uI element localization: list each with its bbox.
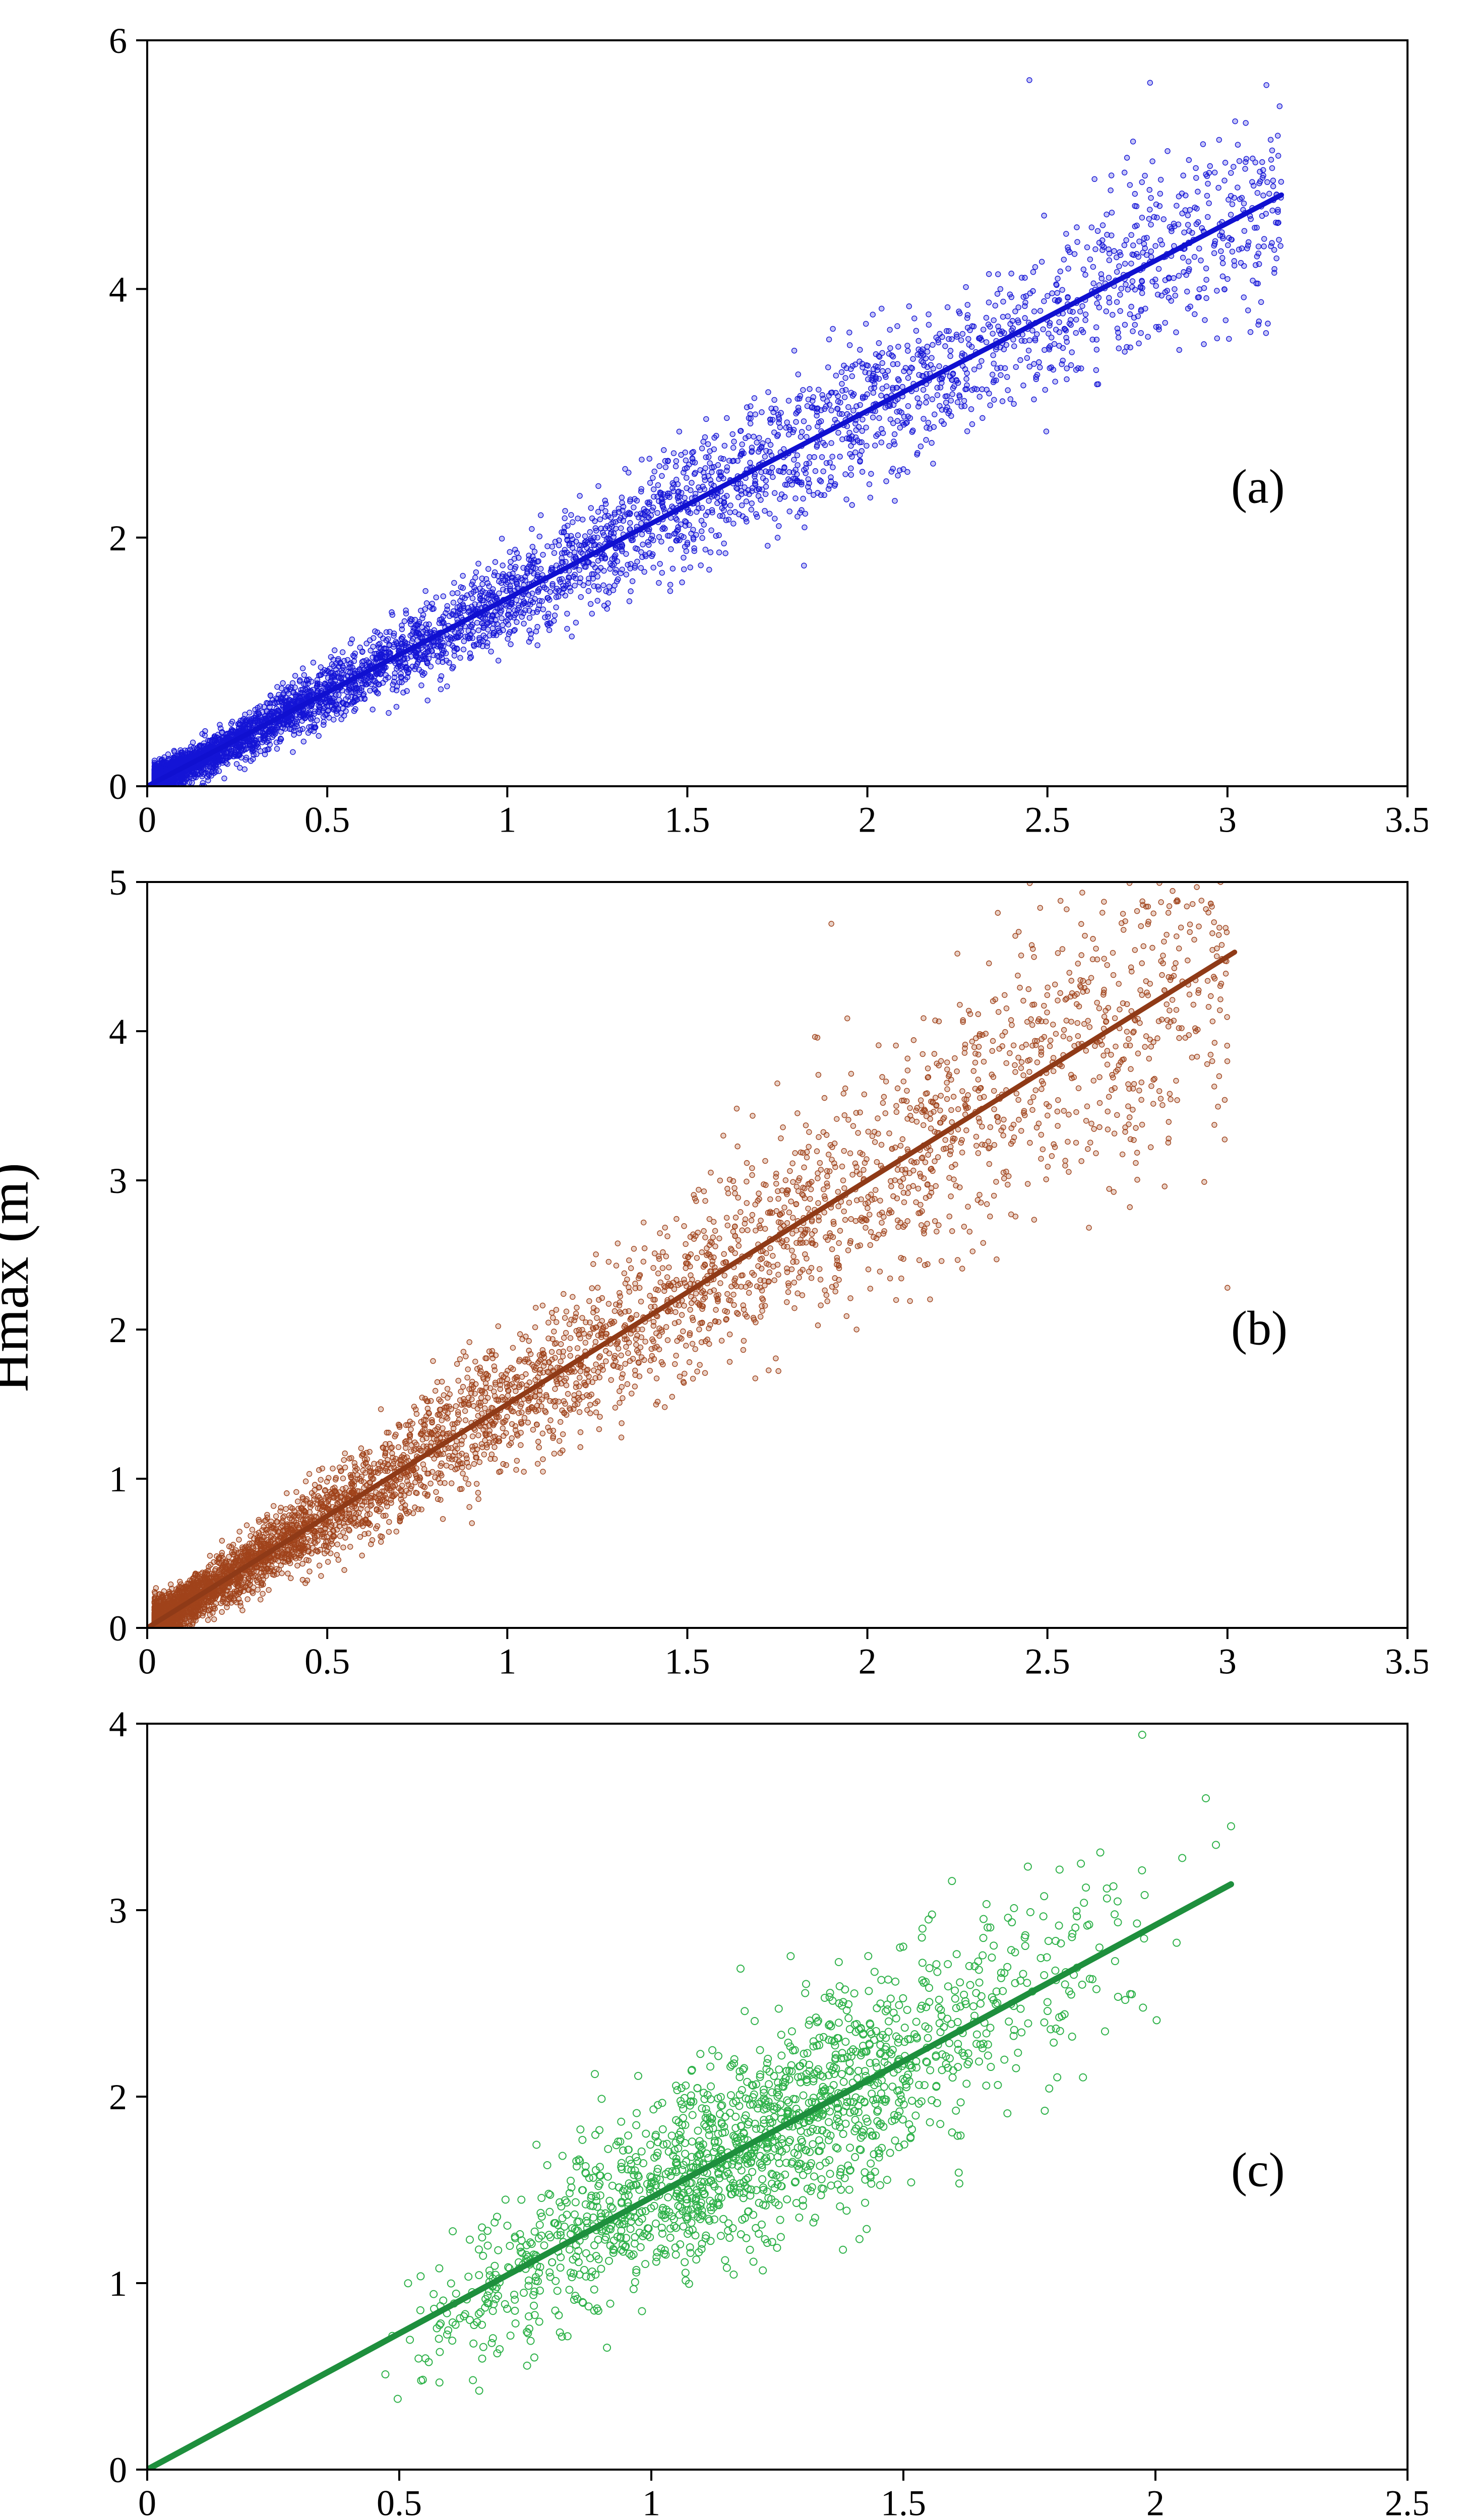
- panel-label: (c): [1231, 2143, 1285, 2197]
- ytick-label: 0: [109, 767, 127, 807]
- xtick-label: 1: [642, 2483, 660, 2520]
- panels-column: 00.511.522.533.50246(a)00.511.522.533.50…: [51, 20, 1428, 2520]
- xtick-label: 2: [859, 799, 877, 840]
- ytick-label: 4: [109, 270, 127, 310]
- plot-frame: [147, 1724, 1407, 2470]
- xtick-label: 0: [138, 2483, 156, 2520]
- panel-c: 0 0.5 1 1.5 2 2.5 0 1 2 3 4 (c): [51, 1704, 1428, 2520]
- ytick-label: 4: [109, 1012, 127, 1052]
- panel-b: 0 0.5 1 1.5 2 2.5 3 3.5 0 1 2 3 4 5 (b): [51, 862, 1428, 1693]
- y-axis-label: Hmax (m): [0, 1163, 41, 1392]
- xtick-label: 0.5: [304, 1641, 350, 1681]
- ytick-label: 2: [109, 518, 127, 558]
- ytick-label: 2: [109, 2077, 127, 2117]
- xtick-label: 3: [1218, 799, 1237, 840]
- ytick-label: 3: [109, 1891, 127, 1931]
- ytick-label: 1: [109, 1459, 127, 1499]
- xtick-label: 1.5: [664, 799, 710, 840]
- xtick-label: 3: [1218, 1641, 1237, 1681]
- xtick-label: 1: [498, 1641, 516, 1681]
- ytick-label: 4: [109, 1704, 127, 1744]
- panel-label: (b): [1231, 1301, 1288, 1355]
- xtick-label: 1.5: [664, 1641, 710, 1681]
- xtick-label: 0: [138, 1641, 156, 1681]
- ytick-label: 3: [109, 1161, 127, 1201]
- ytick-label: 1: [109, 2263, 127, 2304]
- xtick-label: 1: [498, 799, 516, 840]
- figure: Hmax (m) 0 0.5 1 1.5 2 2.5 3 3.5 0 2 4 6 (a) 0 0.5 1 1.5…: [0, 0, 1469, 2520]
- panel-a: 0 0.5 1 1.5 2 2.5 3 3.5 0 2 4 6 (a): [51, 20, 1428, 852]
- xtick-label: 1.5: [881, 2483, 926, 2520]
- xtick-label: 0.5: [304, 799, 350, 840]
- ytick-label: 6: [109, 21, 127, 61]
- xtick-label: 0: [138, 799, 156, 840]
- ytick-label: 0: [109, 1608, 127, 1649]
- ytick-label: 2: [109, 1310, 127, 1350]
- xtick-label: 0.5: [377, 2483, 422, 2520]
- panel-label: (a): [1231, 460, 1285, 514]
- xtick-label: 3.5: [1385, 1641, 1428, 1681]
- xtick-label: 2: [1146, 2483, 1165, 2520]
- ytick-label: 0: [109, 2450, 127, 2490]
- xtick-label: 2.5: [1385, 2483, 1428, 2520]
- ylabel-container: Hmax (m) 0 0.5 1 1.5 2 2.5 3 3.5 0 2 4 6 (a) 0 0.5 1 1.5…: [0, 20, 1469, 2520]
- xtick-label: 3.5: [1385, 799, 1428, 840]
- xtick-label: 2.5: [1025, 799, 1070, 840]
- ytick-label: 5: [109, 862, 127, 903]
- xtick-label: 2: [859, 1641, 877, 1681]
- xtick-label: 2.5: [1025, 1641, 1070, 1681]
